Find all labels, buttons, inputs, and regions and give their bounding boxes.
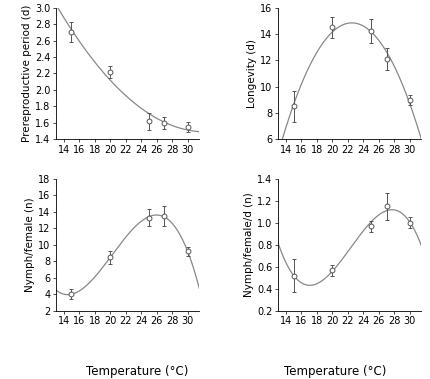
Y-axis label: Nymph/female (n): Nymph/female (n)	[25, 197, 35, 292]
Y-axis label: Longevity (d): Longevity (d)	[247, 39, 258, 108]
Y-axis label: Nymph/female/d (n): Nymph/female/d (n)	[244, 193, 255, 297]
Text: Temperature (°C): Temperature (°C)	[86, 365, 189, 378]
Y-axis label: Prereproductive period (d): Prereproductive period (d)	[22, 5, 32, 142]
Text: Temperature (°C): Temperature (°C)	[284, 365, 387, 378]
